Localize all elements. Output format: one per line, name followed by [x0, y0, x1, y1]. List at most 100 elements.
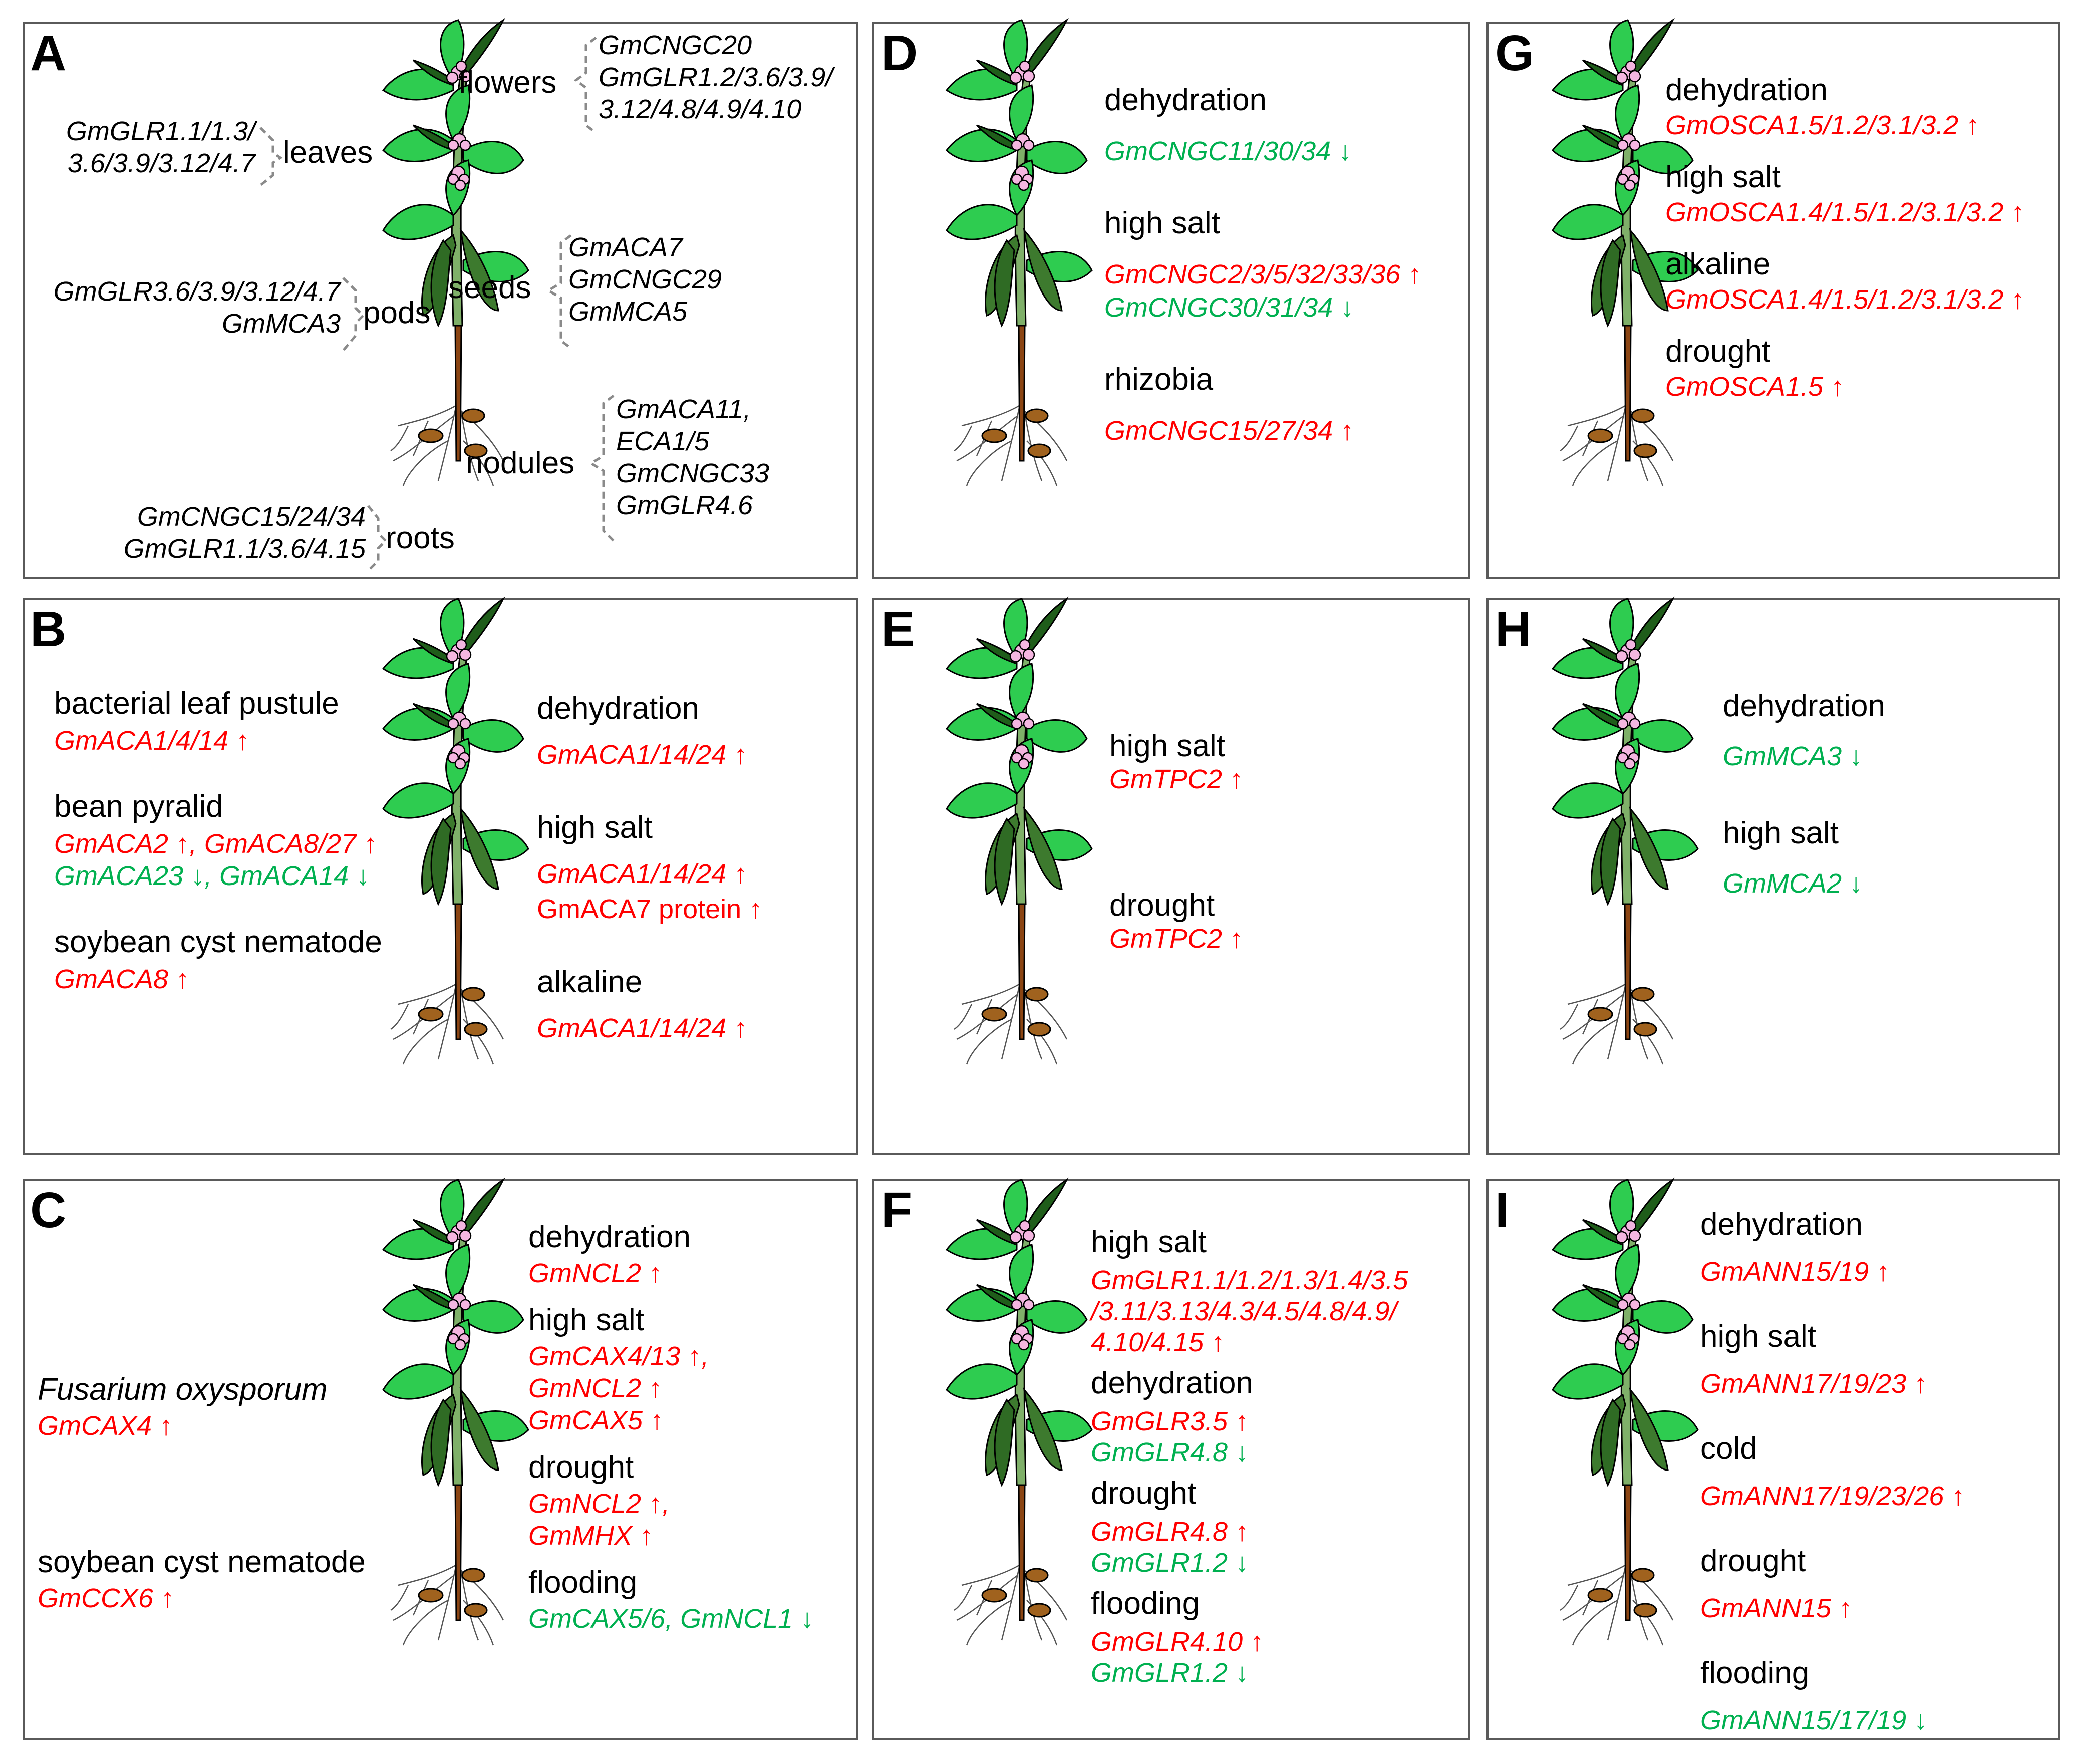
gene-regulation-label: 4.10/4.15 ↑ — [1091, 1327, 1225, 1357]
panel-letter-A: A — [30, 25, 66, 81]
panel-letter-H: H — [1495, 601, 1531, 657]
gene-regulation-label: GmCNGC11/30/34 ↓ — [1104, 136, 1352, 166]
gene-regulation-label: GmANN15 ↑ — [1700, 1593, 1852, 1623]
gene-label: GmCNGC29 — [568, 264, 722, 295]
organ-label-leaves: leaves — [283, 135, 373, 170]
gene-regulation-label: GmANN17/19/23/26 ↑ — [1700, 1481, 1965, 1511]
condition-label: alkaline — [1665, 247, 1770, 281]
condition-label: soybean cyst nematode — [54, 925, 382, 959]
gene-regulation-label: GmGLR3.5 ↑ — [1091, 1406, 1249, 1436]
gene-regulation-label: GmGLR1.2 ↓ — [1091, 1658, 1249, 1688]
condition-label: rhizobia — [1104, 362, 1214, 397]
gene-regulation-label: GmCNGC30/31/34 ↓ — [1104, 292, 1354, 323]
condition-label: dehydration — [1091, 1366, 1253, 1400]
gene-regulation-label: GmGLR1.2 ↓ — [1091, 1548, 1249, 1578]
gene-regulation-label: GmACA23 ↓, GmACA14 ↓ — [54, 861, 370, 891]
gene-regulation-label: GmCCX6 ↑ — [38, 1583, 174, 1613]
condition-label: drought — [1091, 1476, 1196, 1511]
gene-regulation-label: GmACA7 protein ↑ — [537, 894, 762, 924]
condition-label: high salt — [1700, 1319, 1816, 1354]
panel-letter-I: I — [1495, 1182, 1509, 1238]
gene-label: 3.6/3.9/3.12/4.7 — [68, 148, 256, 178]
gene-regulation-label: GmACA8 ↑ — [54, 964, 189, 994]
genes-flowers: GmCNGC20GmGLR1.2/3.6/3.9/3.12/4.8/4.9/4.… — [599, 30, 835, 124]
panel-letter-C: C — [30, 1182, 66, 1238]
panel-frame-B — [23, 598, 858, 1155]
condition-label: flooding — [1700, 1656, 1809, 1690]
panel-frame-E — [872, 598, 1470, 1155]
gene-regulation-label: GmMCA3 ↓ — [1723, 741, 1863, 771]
gene-regulation-label: GmMHX ↑ — [528, 1521, 653, 1551]
brace-leaves — [259, 127, 283, 186]
gene-label: GmCNGC33 — [616, 458, 769, 488]
condition-label: dehydration — [1104, 83, 1267, 117]
organ-label-seeds: seeds — [448, 270, 531, 305]
gene-regulation-label: GmCAX4 ↑ — [38, 1411, 173, 1441]
soybean-plant-H — [1552, 598, 1699, 1065]
panel-letter-E: E — [881, 601, 915, 657]
organ-label-pods: pods — [363, 296, 430, 330]
panel-frame-C — [23, 1179, 858, 1740]
condition-label: Fusarium oxysporum — [38, 1372, 328, 1407]
gene-regulation-label: GmGLR4.8 ↓ — [1091, 1437, 1249, 1467]
gene-regulation-label: GmGLR4.8 ↑ — [1091, 1517, 1249, 1547]
condition-label: soybean cyst nematode — [38, 1545, 366, 1579]
gene-regulation-label: GmOSCA1.5 ↑ — [1665, 372, 1844, 402]
panel-frame-D — [872, 22, 1470, 579]
condition-label: dehydration — [537, 691, 699, 726]
soybean-plant-I — [1552, 1179, 1699, 1646]
gene-regulation-label: GmOSCA1.4/1.5/1.2/3.1/3.2 ↑ — [1665, 284, 2024, 315]
gene-label: GmMCA5 — [568, 297, 688, 327]
gene-regulation-label: GmGLR4.10 ↑ — [1091, 1627, 1264, 1657]
panel-frame-F — [872, 1179, 1470, 1740]
gene-regulation-label: GmOSCA1.4/1.5/1.2/3.1/3.2 ↑ — [1665, 197, 2024, 227]
condition-label: dehydration — [1723, 689, 1885, 723]
organ-label-flowers: flowers — [458, 65, 556, 100]
condition-label: drought — [1109, 888, 1215, 923]
gene-label: 3.12/4.8/4.9/4.10 — [599, 94, 801, 124]
condition-label: high salt — [537, 810, 653, 845]
stress-annotations: bacterial leaf pustule GmACA1/4/14 ↑ bean … — [38, 73, 2024, 1735]
gene-regulation-label: GmNCL2 ↑ — [528, 1373, 662, 1403]
gene-label: GmGLR1.1/3.6/4.15 — [124, 534, 366, 564]
gene-label: GmMCA3 — [222, 309, 341, 339]
gene-regulation-label: GmCNGC2/3/5/32/33/36 ↑ — [1104, 259, 1421, 289]
brace-nodules — [588, 395, 615, 542]
soybean-plant-B — [382, 598, 529, 1065]
condition-label: flooding — [1091, 1586, 1200, 1621]
condition-label: drought — [528, 1450, 634, 1485]
gene-regulation-label: GmTPC2 ↑ — [1109, 764, 1243, 794]
organ-label-nodules: nodules — [466, 446, 574, 480]
gene-regulation-label: GmANN15/17/19 ↓ — [1700, 1705, 1927, 1735]
panel-letter-B: B — [30, 601, 66, 657]
panel-letter-F: F — [881, 1182, 912, 1238]
condition-label: high salt — [1104, 206, 1220, 240]
panel-frame-G — [1486, 22, 2060, 579]
gene-regulation-label: GmCAX5 ↑ — [528, 1405, 664, 1435]
gene-label: GmGLR1.1/1.3/ — [66, 116, 258, 146]
gene-regulation-label: GmANN17/19/23 ↑ — [1700, 1369, 1927, 1399]
gene-label: GmACA11, — [616, 394, 751, 424]
soybean-plant-C — [382, 1179, 529, 1646]
condition-label: cold — [1700, 1431, 1757, 1466]
condition-label: dehydration — [1665, 73, 1828, 107]
gene-regulation-label: GmMCA2 ↓ — [1723, 868, 1863, 899]
gene-label: GmCNGC15/24/34 — [137, 502, 366, 532]
gene-regulation-label: GmANN15/19 ↑ — [1700, 1257, 1890, 1287]
condition-label: dehydration — [1700, 1207, 1863, 1242]
gene-regulation-label: GmTPC2 ↑ — [1109, 924, 1243, 954]
condition-label: flooding — [528, 1565, 637, 1600]
condition-label: bacterial leaf pustule — [54, 686, 339, 721]
soybean-plant-D — [946, 19, 1093, 487]
gene-regulation-label: GmCNGC15/27/34 ↑ — [1104, 416, 1354, 446]
condition-label: high salt — [1109, 729, 1225, 763]
condition-label: high salt — [1665, 160, 1781, 194]
brace-pods — [342, 277, 365, 352]
soybean-plant-F — [946, 1179, 1093, 1646]
gene-label: GmGLR4.6 — [616, 490, 753, 520]
gene-regulation-label: GmACA1/14/24 ↑ — [537, 740, 747, 770]
condition-label: alkaline — [537, 965, 642, 999]
